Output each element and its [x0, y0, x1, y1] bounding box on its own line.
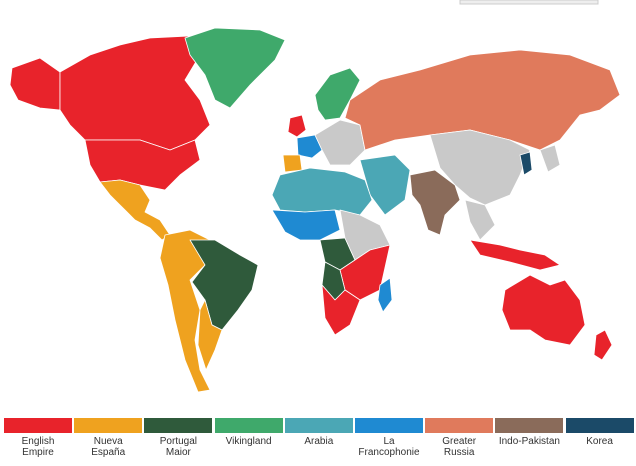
legend-swatch — [4, 418, 72, 433]
legend-label: Portugal Maior — [159, 436, 198, 458]
legend-swatch — [74, 418, 143, 433]
legend-label: Arabia — [304, 436, 334, 447]
legend-swatch — [565, 418, 634, 433]
legend-label: English Empire — [21, 436, 55, 458]
country — [197, 299, 223, 371]
country — [377, 277, 393, 313]
country — [429, 129, 531, 206]
frame-corner — [459, 0, 599, 5]
legend-swatch — [355, 418, 423, 433]
country — [321, 284, 361, 336]
country — [184, 27, 286, 109]
country — [271, 209, 341, 241]
legend-label: Korea — [586, 436, 613, 447]
legend-label: Greater Russia — [442, 436, 477, 458]
country — [469, 239, 561, 271]
legend-swatch — [284, 418, 353, 433]
legend-label: Vikingland — [225, 436, 272, 447]
legend-label: Indo-Pakistan — [498, 436, 560, 447]
country — [539, 144, 561, 173]
country — [271, 167, 373, 216]
legend-label: La Francophonie — [358, 436, 420, 458]
world-map — [9, 0, 621, 393]
country — [501, 274, 586, 346]
country — [84, 139, 201, 191]
legend-swatch — [144, 418, 213, 433]
legend-swatch — [495, 418, 564, 433]
country — [314, 119, 366, 166]
country — [519, 151, 533, 176]
country — [189, 239, 259, 331]
legend-swatch — [425, 418, 494, 433]
country — [409, 169, 461, 236]
country — [593, 329, 613, 361]
country — [9, 57, 61, 111]
country — [282, 154, 303, 173]
country — [464, 199, 496, 241]
legend-label: Nueva España — [91, 436, 126, 458]
country — [287, 114, 307, 138]
country — [296, 134, 323, 159]
legend-swatch — [214, 418, 283, 433]
country — [59, 35, 211, 151]
countries — [9, 27, 621, 393]
country — [344, 49, 621, 151]
